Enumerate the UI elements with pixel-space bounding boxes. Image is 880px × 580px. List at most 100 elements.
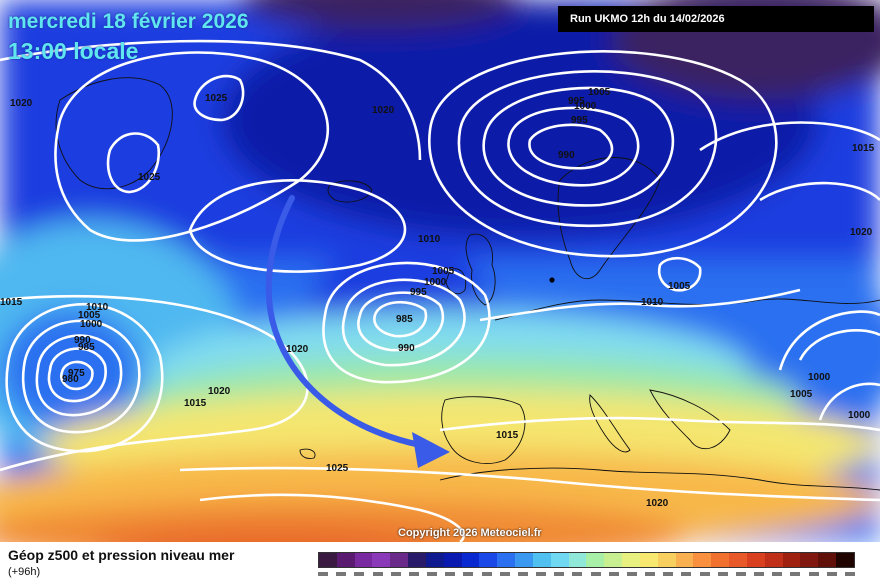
isobar-label: 1005 (588, 87, 611, 98)
isobars (0, 39, 880, 542)
field-red-orange (99, 525, 441, 542)
legend-tick (572, 572, 583, 576)
legend-tick (318, 572, 328, 576)
location-dot (549, 277, 555, 283)
isobar-1025-south (199, 493, 465, 542)
legend-tick (554, 572, 565, 576)
legend-tick (354, 572, 365, 576)
isobar-label: 1020 (10, 98, 33, 109)
legend-tick (536, 572, 547, 576)
legend-swatch (443, 553, 462, 567)
field-blue-east (790, 290, 880, 410)
legend-swatch (586, 553, 605, 567)
map-product-title: Géop z500 et pression niveau mer (8, 547, 235, 563)
isobar-atlantic-low-2 (357, 291, 445, 352)
legend-swatch (408, 553, 426, 567)
isobar-west-low-3 (35, 334, 123, 417)
legend-swatch (764, 553, 783, 567)
isobar-label: 1010 (641, 297, 664, 308)
legend-tick (735, 572, 746, 576)
isobar-label: 1025 (326, 463, 349, 474)
legend-tick (826, 572, 837, 576)
legend-swatch (782, 553, 801, 567)
legend-tick (790, 572, 801, 576)
isobar-label: 1010 (418, 234, 441, 245)
isobar-east-low-2 (778, 310, 880, 371)
iceland-coast (327, 180, 373, 203)
isobar-atlantic-low-4 (322, 261, 491, 384)
scandinavia-coast (557, 157, 661, 280)
isobar-label: 1015 (0, 297, 23, 308)
isobar-labels: 1020 1025 1025 1020 1005 995 1000 995 99… (0, 87, 875, 509)
legend-swatch (497, 553, 516, 567)
legend-swatch (622, 553, 640, 567)
isobar-north-low-4 (457, 70, 718, 228)
isobar-label: 1025 (205, 93, 228, 104)
isobar-west-low-5 (5, 302, 164, 453)
isobar-greenland-outer (54, 51, 329, 242)
balkans-coast (649, 389, 731, 450)
isobar-label: 1025 (138, 172, 161, 183)
legend-swatch (550, 553, 569, 567)
legend-tick (481, 572, 492, 576)
legend-tick (681, 572, 692, 576)
legend-footer: Géop z500 et pression niveau mer (+96h) (0, 542, 880, 580)
africa-coast (439, 467, 880, 491)
isobar-scandinavia-small (657, 256, 702, 292)
isobar-greenland-high-2 (106, 132, 161, 194)
isobar-1010-europe (479, 288, 801, 322)
isobar-label: 1020 (850, 227, 873, 238)
coastlines (55, 77, 880, 491)
isobar-label: 990 (398, 343, 415, 354)
europe-coast (494, 298, 880, 321)
isobar-label: 1005 (790, 389, 813, 400)
legend-swatch (515, 553, 533, 567)
isobar-east-1000 (818, 382, 880, 421)
legend-swatch (657, 553, 676, 567)
isobar-label: 975 (68, 368, 85, 379)
map-canvas: 1020 1025 1025 1020 1005 995 1000 995 99… (0, 0, 880, 542)
legend-tick (427, 572, 438, 576)
isobar-label: 1020 (372, 105, 395, 116)
legend-swatch (354, 553, 373, 567)
legend-tick (645, 572, 656, 576)
forecast-date: mercredi 18 février 2026 (8, 10, 249, 33)
isobar-label: 990 (558, 150, 575, 161)
isobar-label: 985 (78, 342, 95, 353)
legend-swatch (390, 553, 409, 567)
legend-tick (445, 572, 456, 576)
isobar-north-low-2 (507, 106, 640, 187)
canaries-coast (299, 448, 316, 459)
isobar-label: 1010 (86, 302, 109, 313)
legend-swatch (818, 553, 837, 567)
track-arrow-head (412, 432, 450, 468)
color-scale-ticks (318, 572, 855, 578)
greenland-coast (55, 77, 173, 190)
isobar-west-low-1 (59, 360, 94, 391)
isobar-north-low-3 (482, 86, 675, 207)
isobar-west-low-4 (21, 319, 141, 434)
legend-tick (626, 572, 637, 576)
legend-swatch (336, 553, 355, 567)
isobar-label: 985 (396, 314, 413, 325)
legend-tick (754, 572, 765, 576)
isobar-label: 1020 (208, 386, 231, 397)
isobar-1020-north (0, 39, 422, 161)
isobar-label: 1020 (646, 498, 669, 509)
isobar-1020-south (179, 466, 880, 502)
legend-swatch (604, 553, 623, 567)
legend-swatch (532, 553, 551, 567)
isobar-label: 1020 (286, 344, 309, 355)
track-arrow (265, 195, 423, 448)
legend-tick (663, 572, 674, 576)
isobar-label: 1000 (848, 410, 871, 421)
isobar-east-1020 (759, 181, 880, 202)
legend-swatch (639, 553, 658, 567)
isobar-label: 995 (410, 287, 427, 298)
isobar-label: 1000 (424, 277, 447, 288)
iberia-coast (441, 396, 526, 464)
isobar-east-1015 (699, 121, 880, 152)
legend-swatch (746, 553, 765, 567)
legend-tick (772, 572, 783, 576)
isobar-label: 1015 (496, 430, 519, 441)
